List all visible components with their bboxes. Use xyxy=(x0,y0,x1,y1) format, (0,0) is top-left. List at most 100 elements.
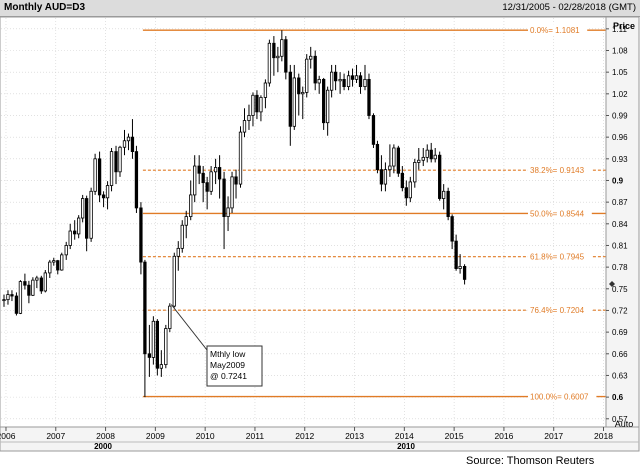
candle-body xyxy=(284,39,288,73)
candle-body xyxy=(367,78,371,116)
x-tick-label: 2016 xyxy=(494,431,513,441)
candle-body xyxy=(404,187,408,199)
y-tick-label: 0.72 xyxy=(612,306,628,315)
candle-body xyxy=(313,55,317,84)
x-tick-label: 2018 xyxy=(594,431,613,441)
candle-body xyxy=(60,254,64,271)
candle-body xyxy=(2,299,6,302)
candle-body xyxy=(213,167,218,173)
fib-label-bg xyxy=(528,250,592,262)
candle-body xyxy=(18,281,23,314)
candle-body xyxy=(114,151,118,173)
candle-body xyxy=(134,151,139,209)
date-range: 12/31/2005 - 02/28/2018 (GMT) xyxy=(502,2,636,13)
candle-body xyxy=(217,167,222,180)
candle-body xyxy=(396,147,401,174)
candle-body xyxy=(31,279,35,296)
candle-body xyxy=(392,147,396,167)
x-tick-label: 2017 xyxy=(544,431,563,441)
fib-label-bg xyxy=(528,207,592,219)
y-tick-label: 0.6 xyxy=(612,393,624,402)
candle-body xyxy=(238,131,243,185)
fib-label-bg xyxy=(528,24,588,36)
fib-level-label: 0.0%= 1.1081 xyxy=(530,26,580,35)
candle-body xyxy=(234,176,238,185)
y-tick-label: 1.08 xyxy=(612,46,628,55)
candle-body xyxy=(147,353,152,358)
candle-body xyxy=(338,78,342,82)
candle-body xyxy=(205,182,209,192)
x-tick-label: 2011 xyxy=(246,431,265,441)
candle-body xyxy=(450,216,454,242)
candle-body xyxy=(417,159,421,163)
price-axis xyxy=(605,16,640,428)
candle-body xyxy=(301,91,305,95)
candle-body xyxy=(272,42,276,59)
candle-body xyxy=(201,172,205,184)
y-tick-label: 0.69 xyxy=(612,328,628,337)
fib-level-label: 38.2%= 0.9143 xyxy=(530,166,585,175)
candle-body xyxy=(85,198,89,239)
y-tick-label: 0.75 xyxy=(612,285,628,294)
x-tick-label: 2014 xyxy=(395,431,414,441)
y-tick-label: 1.02 xyxy=(612,90,628,99)
candle-body xyxy=(43,272,47,292)
candle-body xyxy=(305,58,309,93)
y-tick-label: 0.66 xyxy=(612,350,628,359)
candle-body xyxy=(68,230,72,246)
annotation-text: Mthly low xyxy=(210,349,246,359)
y-tick-label: 0.84 xyxy=(612,220,628,229)
annotation-box xyxy=(206,345,263,387)
candle-body xyxy=(143,261,147,355)
candle-body xyxy=(230,176,234,209)
y-tick-label: 0.87 xyxy=(612,198,628,207)
annotation-text: @ 0.7241 xyxy=(210,371,247,381)
candle-body xyxy=(263,82,268,98)
candle-body xyxy=(458,266,462,269)
candle-body xyxy=(433,154,437,160)
fib-level-label: 100.0%= 0.6007 xyxy=(530,393,589,402)
auto-scale-button[interactable]: Auto xyxy=(614,419,634,429)
x-tick-label: 2006 xyxy=(0,431,16,441)
candle-body xyxy=(109,151,114,186)
candle-body xyxy=(333,71,338,82)
candle-body xyxy=(297,77,301,95)
candle-body xyxy=(6,294,10,301)
annotation-leader xyxy=(170,304,208,351)
candle-body xyxy=(222,178,226,217)
candle-body xyxy=(309,55,313,60)
candle-body xyxy=(184,216,188,226)
x-tick-label: 2010 xyxy=(196,431,215,441)
x-tick-label: 2007 xyxy=(46,431,65,441)
candle-body xyxy=(363,78,367,88)
candle-body xyxy=(81,198,85,219)
candle-body xyxy=(350,75,355,80)
candle-body xyxy=(27,284,31,296)
candle-body xyxy=(164,328,168,366)
candle-body xyxy=(276,55,280,59)
candle-body xyxy=(159,364,163,369)
candle-body xyxy=(462,266,467,280)
candle-body xyxy=(383,169,388,185)
candle-body xyxy=(139,207,143,263)
current-price-marker xyxy=(609,281,615,287)
x-tick-label: 2015 xyxy=(445,431,464,441)
price-axis-label: Price xyxy=(613,21,635,31)
candle-body xyxy=(77,217,81,235)
candle-body xyxy=(342,78,346,88)
y-tick-label: 1.05 xyxy=(612,68,628,77)
candle-body xyxy=(425,149,429,158)
decade-label: 2010 xyxy=(397,442,415,451)
candle-body xyxy=(242,120,247,133)
candle-body xyxy=(438,154,442,199)
chart-title: Monthly AUD=D3 xyxy=(4,2,86,13)
fib-label-bg xyxy=(528,164,592,176)
y-tick-label: 0.57 xyxy=(612,415,628,424)
candle-body xyxy=(329,71,334,91)
candle-body xyxy=(180,224,184,249)
candle-body xyxy=(408,181,412,199)
candle-body xyxy=(371,115,376,145)
candle-body xyxy=(118,146,122,173)
candle-body xyxy=(413,162,417,183)
y-tick-label: 0.93 xyxy=(612,155,628,164)
